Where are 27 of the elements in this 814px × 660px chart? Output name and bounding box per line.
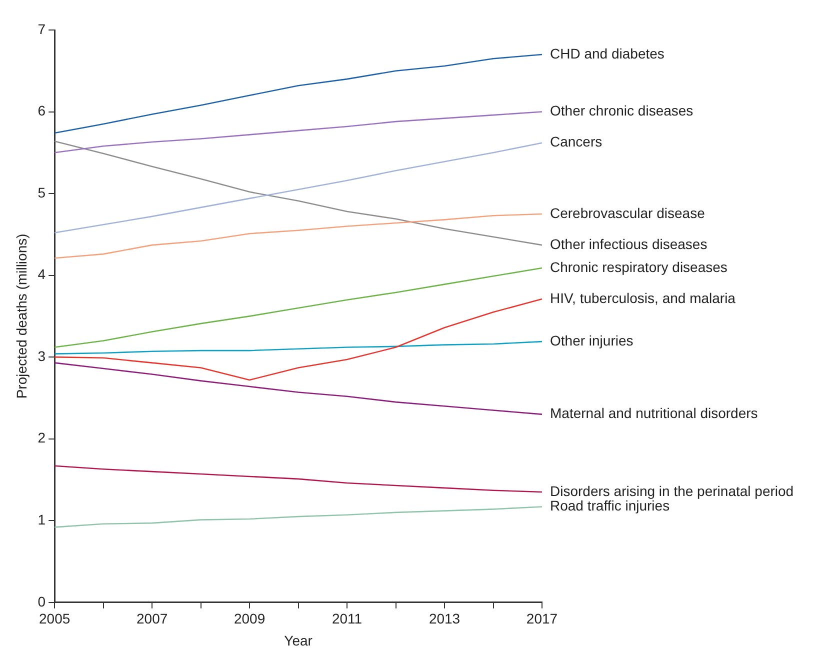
series-label: Maternal and nutritional disorders — [550, 405, 758, 422]
y-tick-label: 6 — [38, 102, 46, 119]
series-label: Other injuries — [550, 332, 634, 348]
y-tick-label: 2 — [38, 430, 46, 446]
x-tick-label: 2011 — [332, 610, 362, 627]
series-label: Cancers — [550, 134, 602, 150]
y-tick-label: 0 — [38, 593, 46, 610]
series-label: Other infectious diseases — [550, 236, 708, 252]
series-label: Disorders arising in the perinatal period — [550, 482, 794, 499]
y-tick-label: 5 — [38, 184, 46, 200]
x-axis-title: Year — [284, 632, 313, 648]
x-tick-label: 2005 — [39, 610, 70, 627]
y-tick-label: 4 — [38, 266, 46, 282]
series-label: Other chronic diseases — [550, 102, 694, 119]
x-tick-label: 2007 — [136, 610, 168, 627]
series-label: Cerebrovascular disease — [550, 204, 706, 221]
series-label: CHD and diabetes — [550, 45, 664, 62]
y-tick-label: 1 — [38, 511, 46, 528]
series-label: Chronic respiratory diseases — [550, 258, 728, 275]
x-tick-label: 2013 — [428, 610, 460, 627]
y-tick-label: 3 — [38, 348, 46, 364]
x-tick-label: 2017 — [526, 610, 558, 627]
y-tick-label: 7 — [38, 20, 46, 37]
x-tick-label: 2009 — [234, 610, 266, 627]
series-label: HIV, tuberculosis, and malaria — [550, 290, 736, 306]
y-axis-title: Projected deaths (millions) — [13, 234, 30, 399]
series-label: Road traffic injuries — [550, 498, 670, 514]
